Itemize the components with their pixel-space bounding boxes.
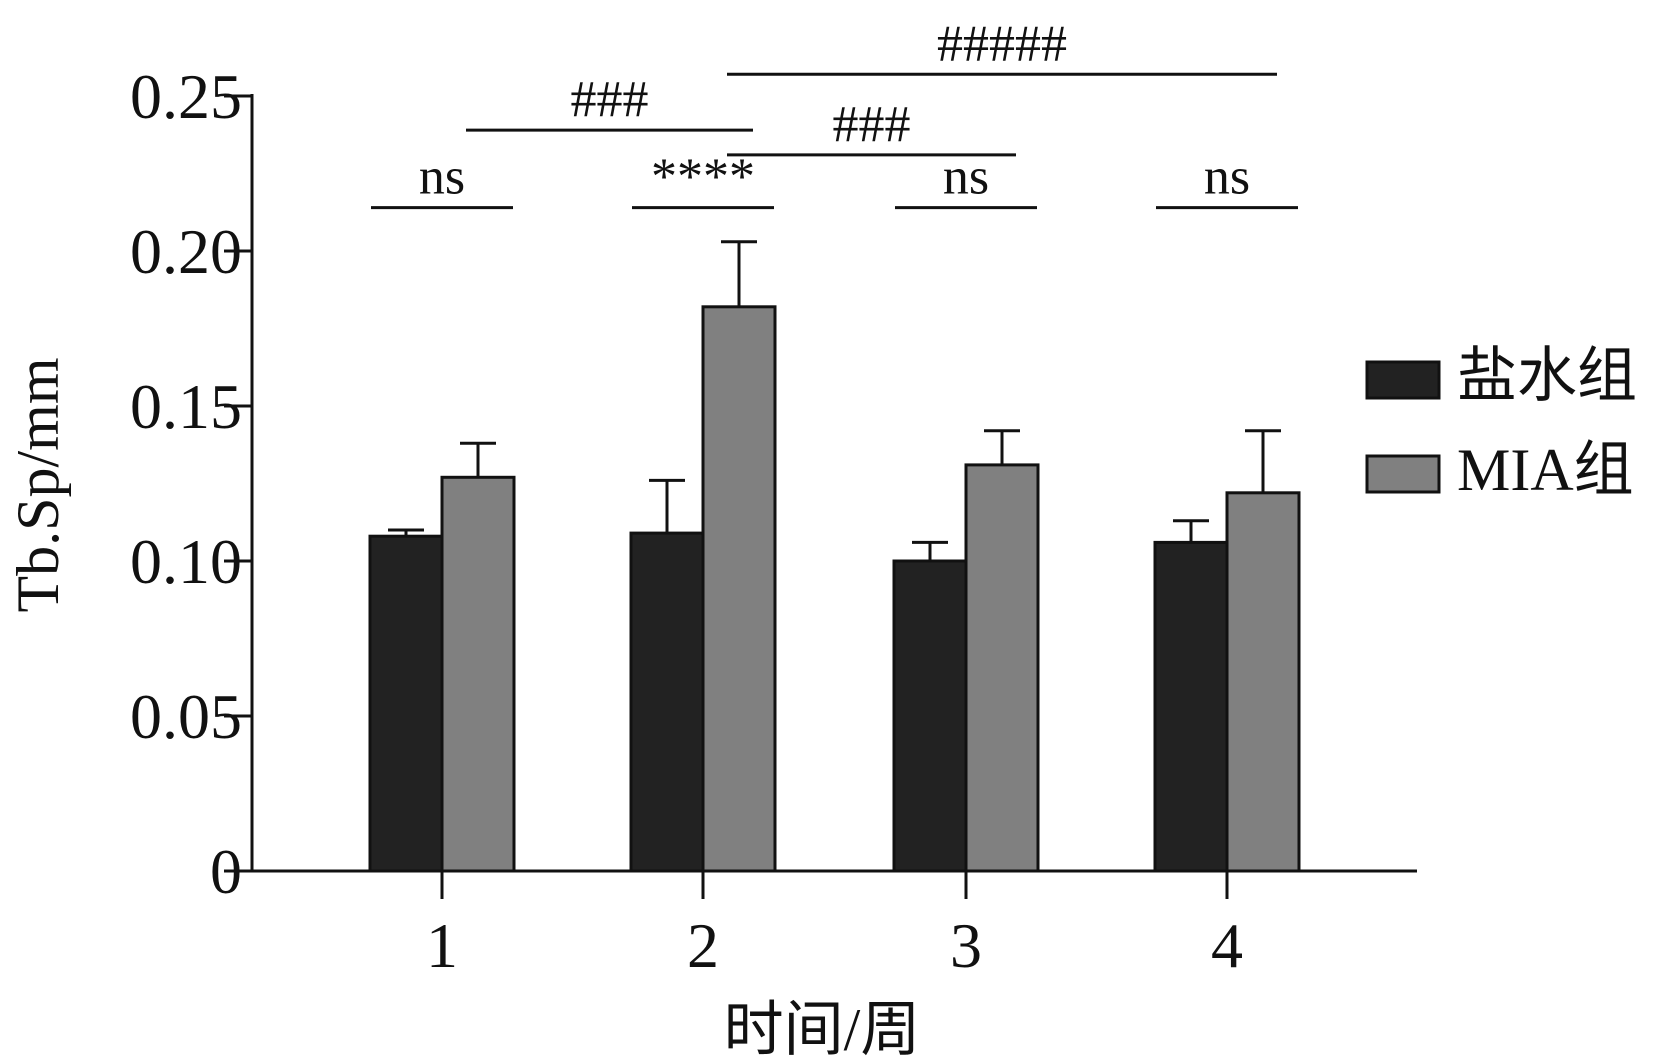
x-tick-label: 1 bbox=[426, 910, 458, 981]
bar-series1-week4 bbox=[1153, 540, 1229, 873]
bar-series2-week4 bbox=[1225, 491, 1301, 873]
bar-series1-week3 bbox=[892, 559, 968, 873]
legend-label-series1: 盐水组 bbox=[1457, 343, 1637, 409]
significance-label: ##### bbox=[937, 15, 1067, 72]
significance-label: ### bbox=[571, 71, 649, 128]
y-axis-title: Tb.Sp/mm bbox=[5, 357, 71, 612]
significance-label: ns bbox=[419, 149, 465, 206]
bar-series2-week3 bbox=[964, 463, 1040, 873]
bar-series1-week2 bbox=[629, 531, 705, 873]
x-tick-label: 3 bbox=[950, 910, 982, 981]
significance-layer: ns **** ns ns### ######## bbox=[371, 15, 1298, 210]
error-bars-layer bbox=[388, 240, 1281, 561]
bar-series1-week1 bbox=[368, 534, 444, 873]
axes-layer: 0 0.05 0.10 0.15 0.20 0.25 1 2 3 4 bbox=[130, 61, 1417, 981]
y-tick-label: 0.15 bbox=[130, 371, 242, 442]
legend-swatch-series1 bbox=[1365, 360, 1441, 400]
bar-series2-week1 bbox=[440, 475, 516, 873]
legend-label-series2: MIA组 bbox=[1457, 437, 1634, 503]
significance-label: **** bbox=[651, 149, 755, 206]
bars-layer bbox=[368, 305, 1301, 873]
legend: 盐水组 MIA组 bbox=[1365, 343, 1637, 503]
x-tick-label: 2 bbox=[687, 910, 719, 981]
legend-swatch-series2 bbox=[1365, 454, 1441, 494]
y-tick-label: 0.20 bbox=[130, 216, 242, 287]
y-tick-label: 0 bbox=[210, 836, 242, 907]
significance-label: ns bbox=[1204, 149, 1250, 206]
significance-label: ### bbox=[833, 96, 911, 153]
x-tick-label: 4 bbox=[1211, 910, 1243, 981]
x-axis-title: 时间/周 bbox=[724, 997, 921, 1063]
significance-label: ns bbox=[943, 149, 989, 206]
y-tick-label: 0.10 bbox=[130, 526, 242, 597]
y-tick-label: 0.05 bbox=[130, 681, 242, 752]
y-tick-label: 0.25 bbox=[130, 61, 242, 132]
bar-series2-week2 bbox=[701, 305, 777, 873]
